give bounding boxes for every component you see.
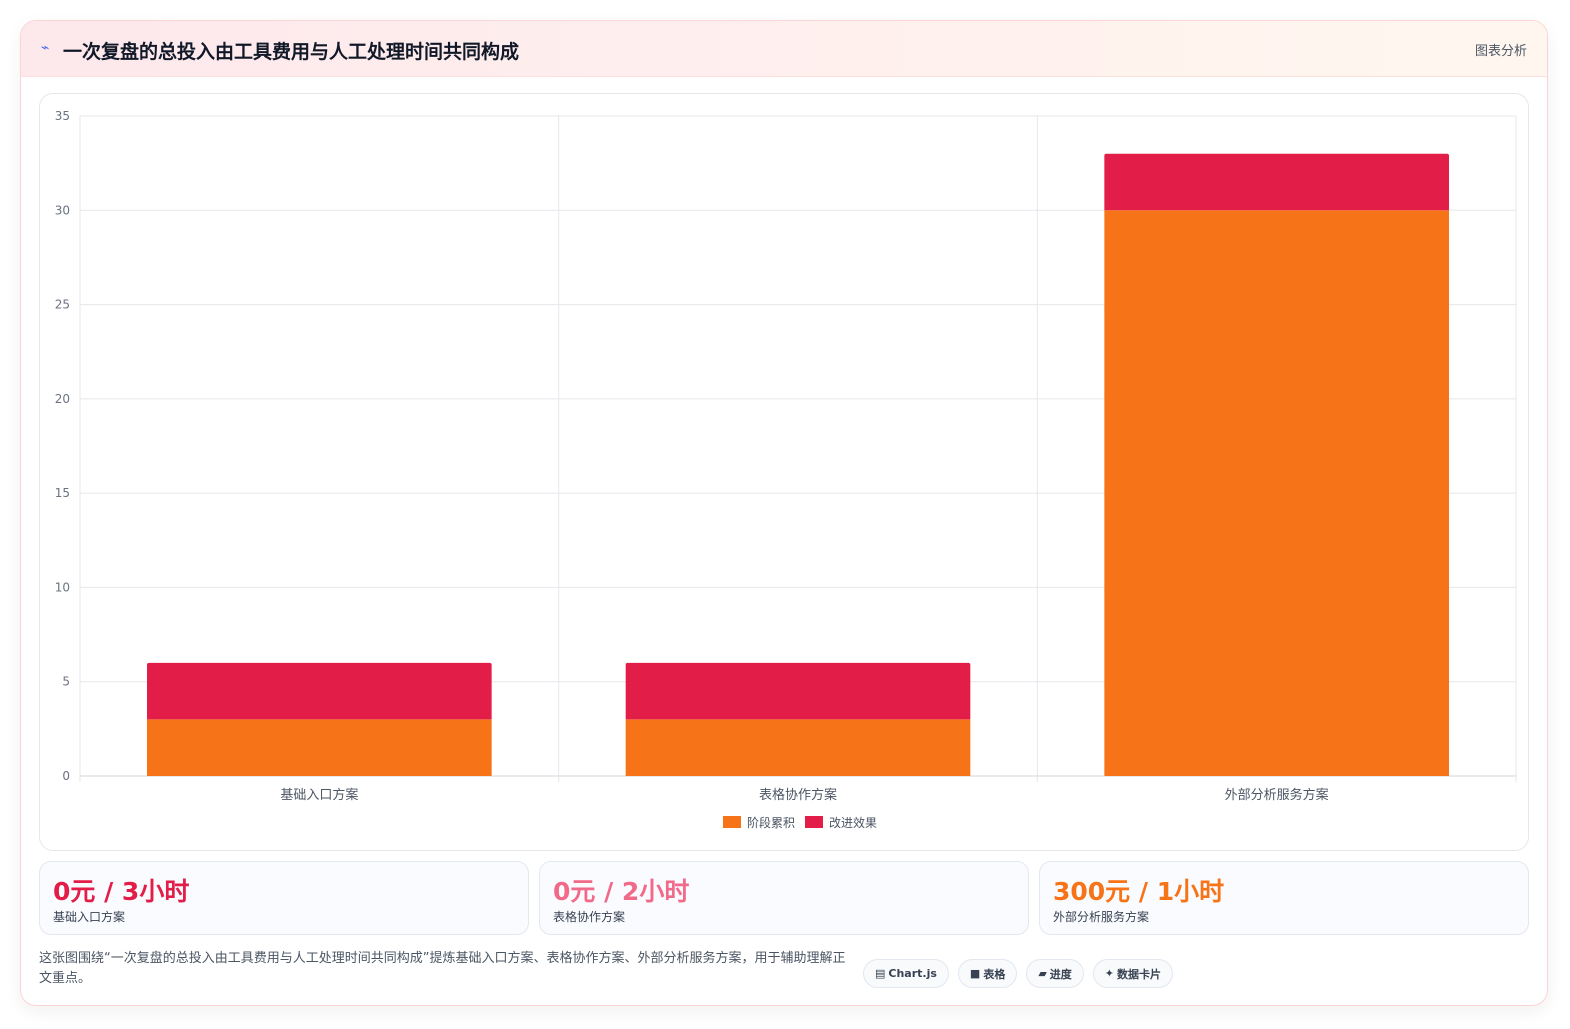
x-tick-label: 基础入口方案 xyxy=(280,787,358,803)
chip-label: 表格 xyxy=(983,967,1006,981)
lightning-icon: ⌁ xyxy=(41,40,50,56)
y-tick-label: 35 xyxy=(55,109,70,123)
chip-data-card[interactable]: ✦ 数据卡片 xyxy=(1092,959,1174,988)
progress-icon: ▰ xyxy=(1038,967,1047,980)
chip-progress[interactable]: ▰ 进度 xyxy=(1026,959,1084,988)
y-tick-label: 25 xyxy=(55,298,70,312)
stat-label: 表格协作方案 xyxy=(553,910,626,924)
chart-icon: ▤ xyxy=(875,967,886,980)
legend-swatch xyxy=(805,816,823,828)
tech-chips: ▤ Chart.js ■ 表格 ▰ 进度 ✦ 数据卡片 xyxy=(863,959,1174,988)
card-header: ⌁ 一次复盘的总投入由工具费用与人工处理时间共同构成 图表分析 xyxy=(21,21,1547,77)
stat-label: 基础入口方案 xyxy=(53,910,126,924)
chip-label: 进度 xyxy=(1049,967,1072,981)
y-tick-label: 15 xyxy=(55,486,70,500)
chip-chartjs[interactable]: ▤ Chart.js xyxy=(863,959,949,988)
chart-container: 0 5 10 15 20 25 30 35 基础入口方案 表格协作方案 外部分析服务方案阶段累积 改进… xyxy=(39,93,1529,851)
stat-value: 0元 / 3小时 xyxy=(53,877,190,906)
bar-segment xyxy=(1104,153,1449,211)
bar-segment xyxy=(625,719,971,776)
bar-segment xyxy=(1104,210,1449,776)
stat-value: 0元 / 2小时 xyxy=(553,877,690,906)
chip-label: 数据卡片 xyxy=(1117,967,1162,981)
stat-value: 300元 / 1小时 xyxy=(1053,877,1225,906)
legend-swatch xyxy=(723,816,741,828)
x-tick-label: 表格协作方案 xyxy=(759,787,837,803)
legend-label: 改进效果 xyxy=(829,815,877,830)
y-tick-label: 20 xyxy=(55,392,70,406)
y-tick-label: 0 xyxy=(62,769,70,783)
chart-description: 这张图围绕“一次复盘的总投入由工具费用与人工处理时间共同构成”提炼基础入口方案、… xyxy=(39,951,846,986)
y-tick-label: 10 xyxy=(55,580,70,594)
table-icon: ■ xyxy=(969,967,981,980)
header-tag: 图表分析 xyxy=(1474,44,1527,59)
stat-label: 外部分析服务方案 xyxy=(1053,910,1150,924)
y-tick-label: 5 xyxy=(62,675,70,689)
bar-segment xyxy=(147,662,492,720)
chip-table[interactable]: ■ 表格 xyxy=(957,959,1018,988)
chip-label: Chart.js xyxy=(888,967,937,980)
bar-segment xyxy=(147,719,492,776)
stat-card-basic: 0元 / 3小时 基础入口方案 xyxy=(39,861,529,935)
stat-card-sheet: 0元 / 2小时 表格协作方案 xyxy=(539,861,1029,935)
legend-label: 阶段累积 xyxy=(747,815,795,830)
sparkle-icon: ✦ xyxy=(1104,967,1115,980)
stat-card-external: 300元 / 1小时 外部分析服务方案 xyxy=(1039,861,1529,935)
x-tick-label: 外部分析服务方案 xyxy=(1225,787,1329,803)
chart-title: 一次复盘的总投入由工具费用与人工处理时间共同构成 xyxy=(63,41,520,63)
chart-card: ⌁ 一次复盘的总投入由工具费用与人工处理时间共同构成 图表分析 0 5 10 15 20… xyxy=(20,20,1548,1006)
bar-segment xyxy=(625,662,971,720)
y-tick-label: 30 xyxy=(55,203,70,217)
